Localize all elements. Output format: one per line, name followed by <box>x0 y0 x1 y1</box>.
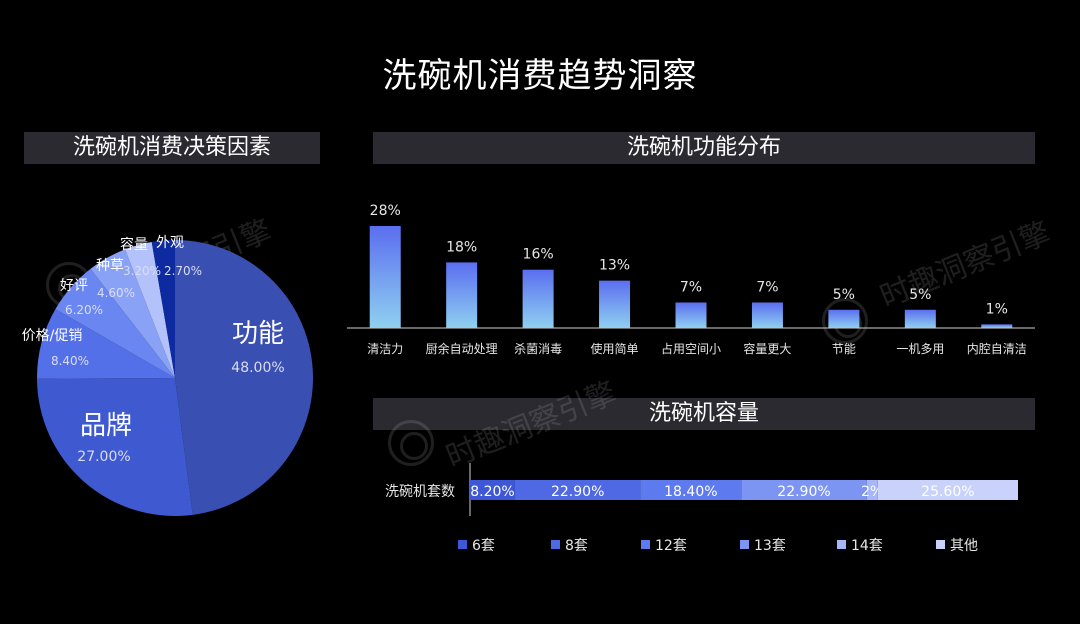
capacity-value-label-1: 22.90% <box>551 484 604 500</box>
pie-label-1: 品牌 <box>80 411 132 441</box>
pie-slice-6 <box>151 240 175 378</box>
function-bar-5 <box>751 302 783 328</box>
function-value-label-6: 5% <box>833 287 855 303</box>
pie-value-4: 4.60% <box>97 286 135 300</box>
function-category-label-4: 占用空间小 <box>661 341 721 356</box>
function-bar-3 <box>599 280 631 328</box>
capacity-segment-2 <box>640 480 742 500</box>
function-bar-2 <box>522 269 554 328</box>
capacity-segment-4 <box>866 480 878 500</box>
pie-value-3: 6.20% <box>65 303 103 317</box>
capacity-stacked-bar: 洗碗机套数 8.20% 22.90% 18.40% 22.90% 2% 25.60%6套 8套… <box>385 463 1018 554</box>
pie-label-2: 价格/促销 <box>22 328 83 344</box>
page-title: 洗碗机消费趋势洞察 <box>382 56 698 96</box>
capacity-value-label-5: 25.60% <box>921 484 974 500</box>
function-bar-1 <box>446 262 478 328</box>
capacity-segment-3 <box>741 480 867 500</box>
function-distribution-header: 洗碗机功能分布 <box>373 132 1035 164</box>
capacity-header: 洗碗机容量 <box>373 398 1035 430</box>
function-value-label-1: 18% <box>446 239 477 255</box>
pie-label-4: 种草 <box>96 258 124 274</box>
function-bar-7 <box>904 309 936 328</box>
capacity-value-label-0: 8.20% <box>470 484 514 500</box>
function-category-label-0: 清洁力 <box>367 342 403 356</box>
capacity-legend-swatch-3 <box>740 540 749 549</box>
capacity-value-label-2: 18.40% <box>664 484 717 500</box>
function-category-label-3: 使用简单 <box>591 341 639 356</box>
function-category-label-6: 节能 <box>832 342 856 356</box>
function-category-label-7: 一机多用 <box>896 342 944 356</box>
pie-value-0: 48.00% <box>231 360 284 376</box>
pie-label-6: 外观 <box>156 235 184 251</box>
function-category-label-1: 厨余自动处理 <box>426 341 498 356</box>
decision-factors-header: 洗碗机消费决策因素 <box>24 132 320 164</box>
function-bar-8 <box>981 324 1013 328</box>
pie-label-5: 容量 <box>120 236 148 253</box>
function-bar-chart: 28% 清洁力 18% 厨余自动处理 16% 杀菌消毒 13% 使用简单 7% 占用空间小 7% 容量… <box>347 203 1035 356</box>
watermark-logo-icon <box>388 420 434 466</box>
capacity-legend-swatch-5 <box>936 540 945 549</box>
capacity-legend-label-5: 其他 <box>950 538 978 554</box>
capacity-legend-label-1: 8套 <box>565 538 588 554</box>
function-value-label-8: 1% <box>986 301 1008 317</box>
function-value-label-4: 7% <box>680 280 702 296</box>
function-bar-0 <box>369 226 401 328</box>
pie-slice-4 <box>90 249 175 378</box>
capacity-legend-label-3: 13套 <box>754 538 786 554</box>
capacity-legend-swatch-0 <box>458 540 467 549</box>
pie-slice-0 <box>175 240 313 515</box>
capacity-legend-swatch-4 <box>837 540 846 549</box>
function-category-label-8: 内腔自清洁 <box>967 341 1027 356</box>
pie-slice-1 <box>37 378 193 516</box>
pie-slice-2 <box>37 309 175 379</box>
pie-slice-3 <box>55 268 175 378</box>
pie-label-3: 好评 <box>60 278 88 294</box>
pie-value-2: 8.40% <box>51 354 89 368</box>
capacity-category-label: 洗碗机套数 <box>385 484 455 500</box>
pie-slice-5 <box>125 241 175 378</box>
capacity-segment-0 <box>470 480 515 500</box>
pie-label-0: 功能 <box>232 319 284 349</box>
function-category-label-5: 容量更大 <box>743 341 791 356</box>
capacity-value-label-3: 22.90% <box>777 484 830 500</box>
function-value-label-2: 16% <box>523 247 554 263</box>
pie-value-1: 27.00% <box>77 449 130 465</box>
pie-value-6: 2.70% <box>164 264 202 278</box>
function-category-label-2: 杀菌消毒 <box>514 341 562 356</box>
function-bar-6 <box>828 309 860 328</box>
capacity-legend-swatch-1 <box>551 540 560 549</box>
function-value-label-5: 7% <box>756 280 778 296</box>
function-value-label-0: 28% <box>370 203 401 219</box>
capacity-segment-5 <box>877 480 1018 500</box>
function-bar-4 <box>675 302 707 328</box>
function-value-label-7: 5% <box>909 287 931 303</box>
capacity-legend-label-4: 14套 <box>851 538 883 554</box>
function-value-label-3: 13% <box>599 258 630 274</box>
pie-value-5: 3.20% <box>123 264 161 278</box>
capacity-legend-label-2: 12套 <box>655 538 687 554</box>
decision-factors-pie: 功能 48.00% 品牌 27.00% 价格/促销 8.40% 好评 6.20% 种草 4.60%… <box>22 235 313 516</box>
capacity-legend-swatch-2 <box>641 540 650 549</box>
capacity-segment-1 <box>514 480 641 500</box>
capacity-legend-label-0: 6套 <box>472 538 495 554</box>
